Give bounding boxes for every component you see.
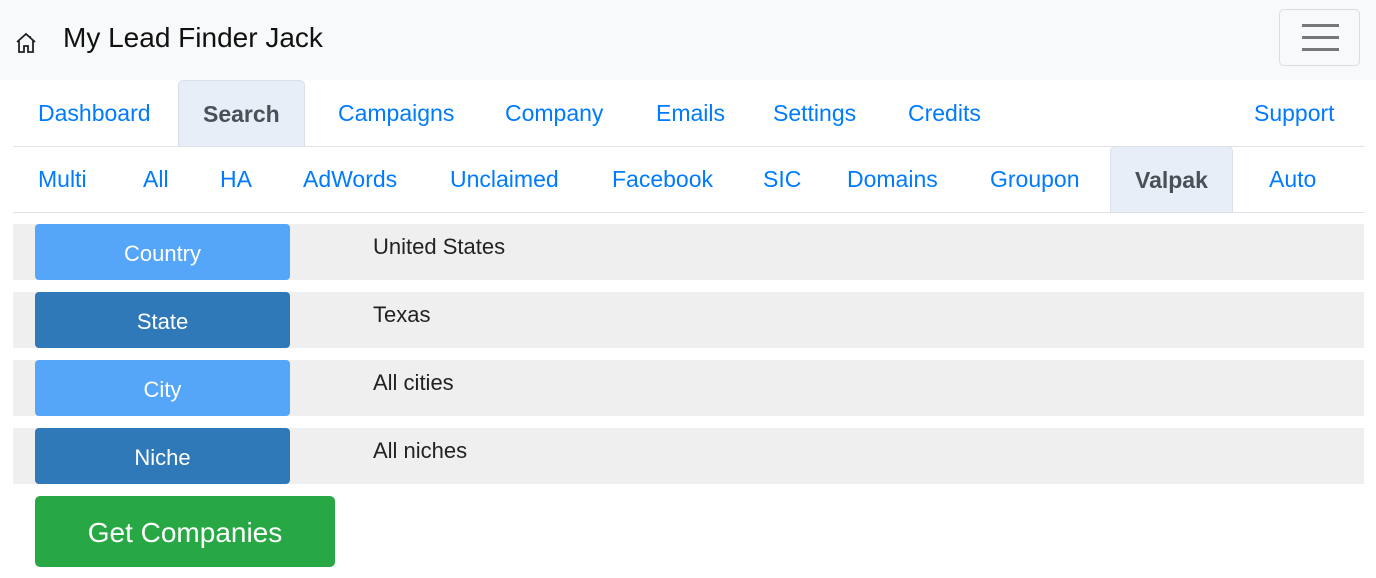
country-button[interactable]: Country: [35, 224, 290, 280]
city-button[interactable]: City: [35, 360, 290, 416]
hamburger-bar: [1302, 36, 1339, 39]
tab-credits[interactable]: Credits: [908, 100, 981, 126]
tab-all[interactable]: All: [143, 166, 169, 192]
tab-search[interactable]: Search: [178, 80, 305, 146]
tab-campaigns[interactable]: Campaigns: [338, 100, 455, 126]
tab-emails[interactable]: Emails: [656, 100, 726, 126]
tab-support[interactable]: Support: [1254, 100, 1335, 126]
tab-company[interactable]: Company: [505, 100, 604, 126]
tab-auto[interactable]: Auto: [1269, 166, 1317, 192]
tab-unclaimed[interactable]: Unclaimed: [450, 166, 559, 192]
niche-row: Niche All niches: [13, 428, 1364, 484]
state-row: State Texas: [13, 292, 1364, 348]
country-row: Country United States: [13, 224, 1364, 280]
tab-dashboard[interactable]: Dashboard: [38, 100, 151, 126]
home-icon[interactable]: [14, 31, 38, 55]
hamburger-menu-button[interactable]: [1279, 9, 1360, 66]
hamburger-menu-icon: [1302, 24, 1339, 27]
tab-domains[interactable]: Domains: [847, 166, 938, 192]
tab-facebook[interactable]: Facebook: [612, 166, 714, 192]
state-value: Texas: [373, 302, 431, 327]
search-type-nav: Multi All HA AdWords Unclaimed Facebook …: [13, 146, 1364, 213]
tab-adwords[interactable]: AdWords: [303, 166, 398, 192]
app-title[interactable]: My Lead Finder Jack: [63, 22, 323, 53]
tab-ha[interactable]: HA: [220, 166, 252, 192]
tab-sic[interactable]: SIC: [763, 166, 802, 192]
niche-value: All niches: [373, 438, 468, 463]
city-row: City All cities: [13, 360, 1364, 416]
main-nav: Dashboard Search Campaigns Company Email…: [13, 80, 1364, 147]
tab-groupon[interactable]: Groupon: [990, 166, 1080, 192]
hamburger-bar: [1302, 48, 1339, 51]
tab-settings[interactable]: Settings: [773, 100, 857, 126]
niche-button[interactable]: Niche: [35, 428, 290, 484]
state-button[interactable]: State: [35, 292, 290, 348]
tab-multi[interactable]: Multi: [38, 166, 87, 192]
tab-valpak[interactable]: Valpak: [1110, 146, 1233, 212]
country-value: United States: [373, 234, 506, 259]
get-companies-button[interactable]: Get Companies: [35, 496, 335, 567]
navbar: My Lead Finder Jack: [0, 0, 1376, 80]
city-value: All cities: [373, 370, 454, 395]
